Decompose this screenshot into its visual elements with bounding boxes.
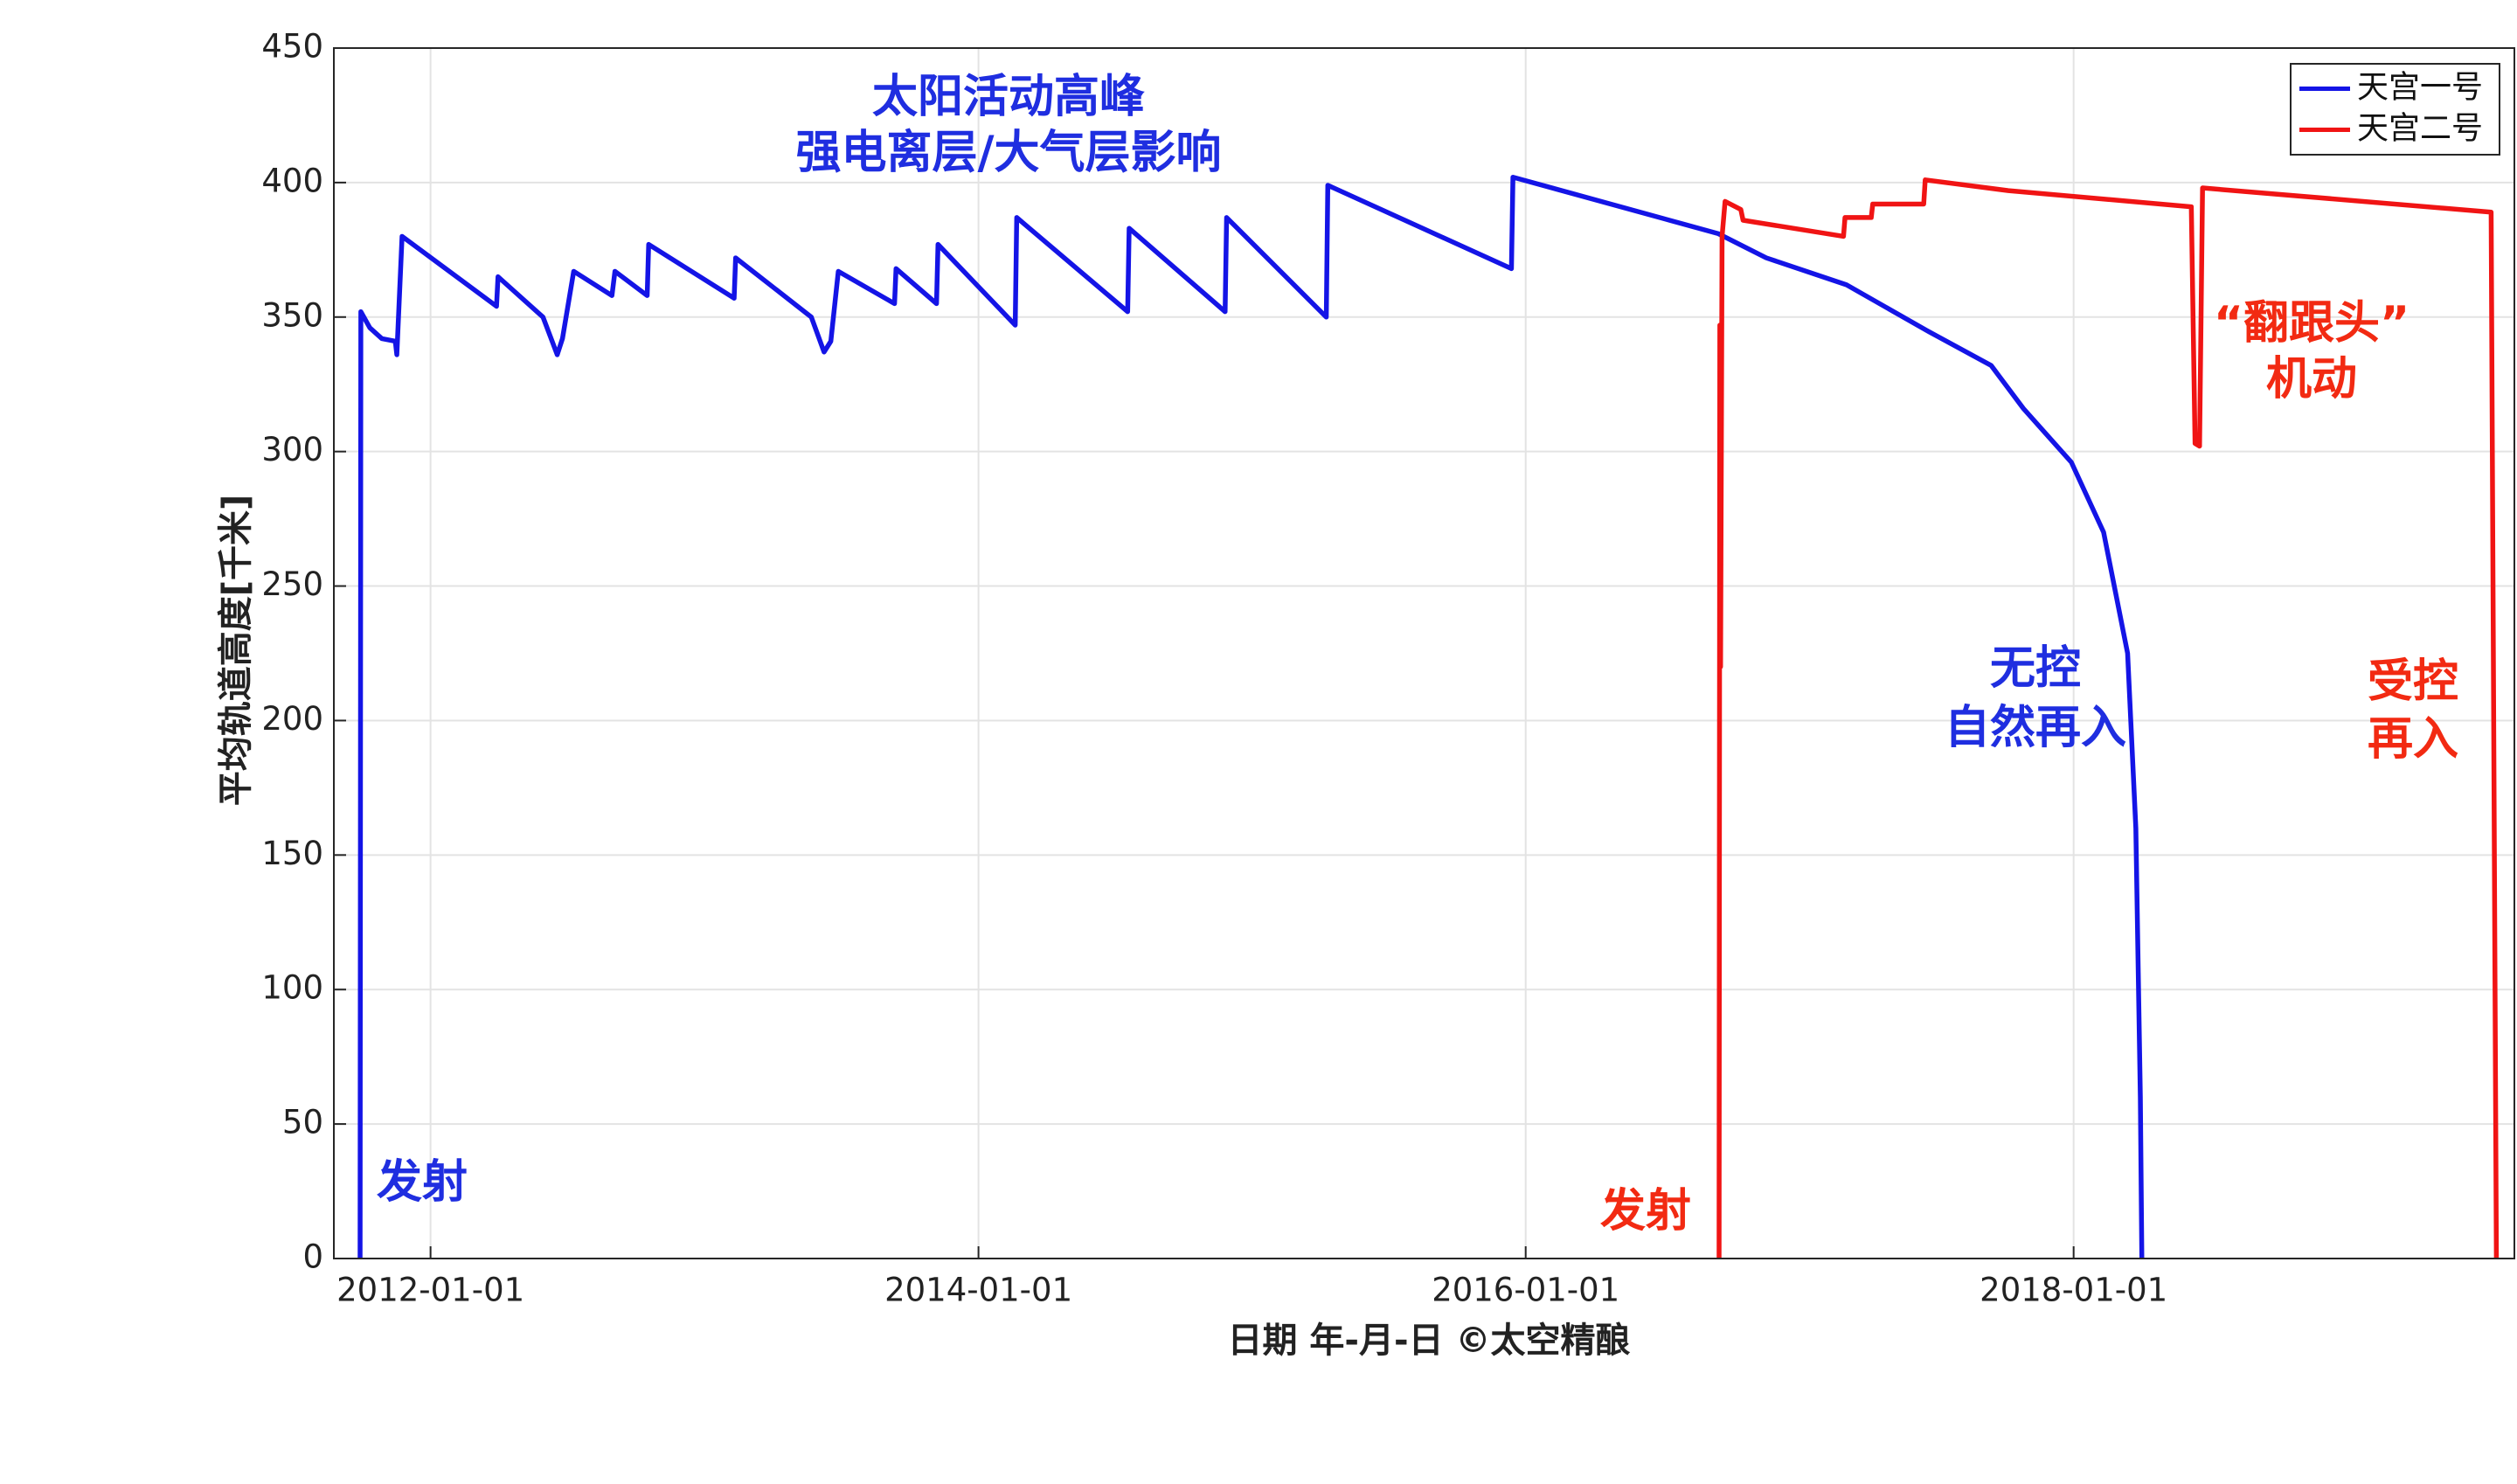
legend-label: 天宫二号 (2357, 111, 2483, 147)
x-tick-label: 2012-01-01 (336, 1272, 524, 1309)
annotation: 再入 (2368, 713, 2458, 766)
x-axis-label: 日期 年-月-日 ©太空精酿 (1227, 1321, 1630, 1361)
legend-box (2290, 63, 2500, 156)
ticks: 0 50 100 150 200 250 300 350 400 450 2012-01-01 201… (261, 28, 2167, 1309)
y-tick-label: 50 (282, 1104, 323, 1141)
y-tick-label: 200 (261, 700, 323, 738)
series-line (1716, 177, 2500, 1259)
legend-label: 天宫一号 (2357, 70, 2483, 106)
annotation: 机动 (2266, 353, 2357, 406)
annotation: 发射 (1600, 1185, 1691, 1238)
x-tick-label: 2016-01-01 (1432, 1272, 1619, 1309)
x-tick-label: 2018-01-01 (1980, 1272, 2167, 1309)
y-tick-label: 0 (302, 1238, 323, 1276)
annotation: 受控 (2368, 655, 2458, 708)
annotation: 太阳活动高峰 (872, 71, 1145, 123)
series-line (357, 174, 2145, 1259)
y-tick-label: 300 (261, 431, 323, 468)
y-tick-label: 150 (261, 835, 323, 872)
y-tick-label: 250 (261, 565, 323, 603)
x-tick-label: 2014-01-01 (884, 1272, 1072, 1309)
y-tick-label: 100 (261, 969, 323, 1007)
y-tick-label: 350 (261, 296, 323, 334)
annotation: 发射 (377, 1156, 468, 1209)
annotation: “翻跟头” (2214, 297, 2410, 350)
plot-lines (357, 174, 2500, 1259)
y-axis-label: 平均轨道高度[千米] (216, 495, 256, 807)
plot-frame (333, 47, 2515, 1259)
annotation: 自然再入 (1945, 702, 2126, 754)
grid (334, 47, 2514, 1259)
y-tick-label: 400 (261, 162, 323, 199)
y-tick-label: 450 (261, 28, 323, 66)
annotation: 强电离层/大气层影响 (796, 127, 1222, 179)
annotation: 无控 (1990, 642, 2081, 695)
